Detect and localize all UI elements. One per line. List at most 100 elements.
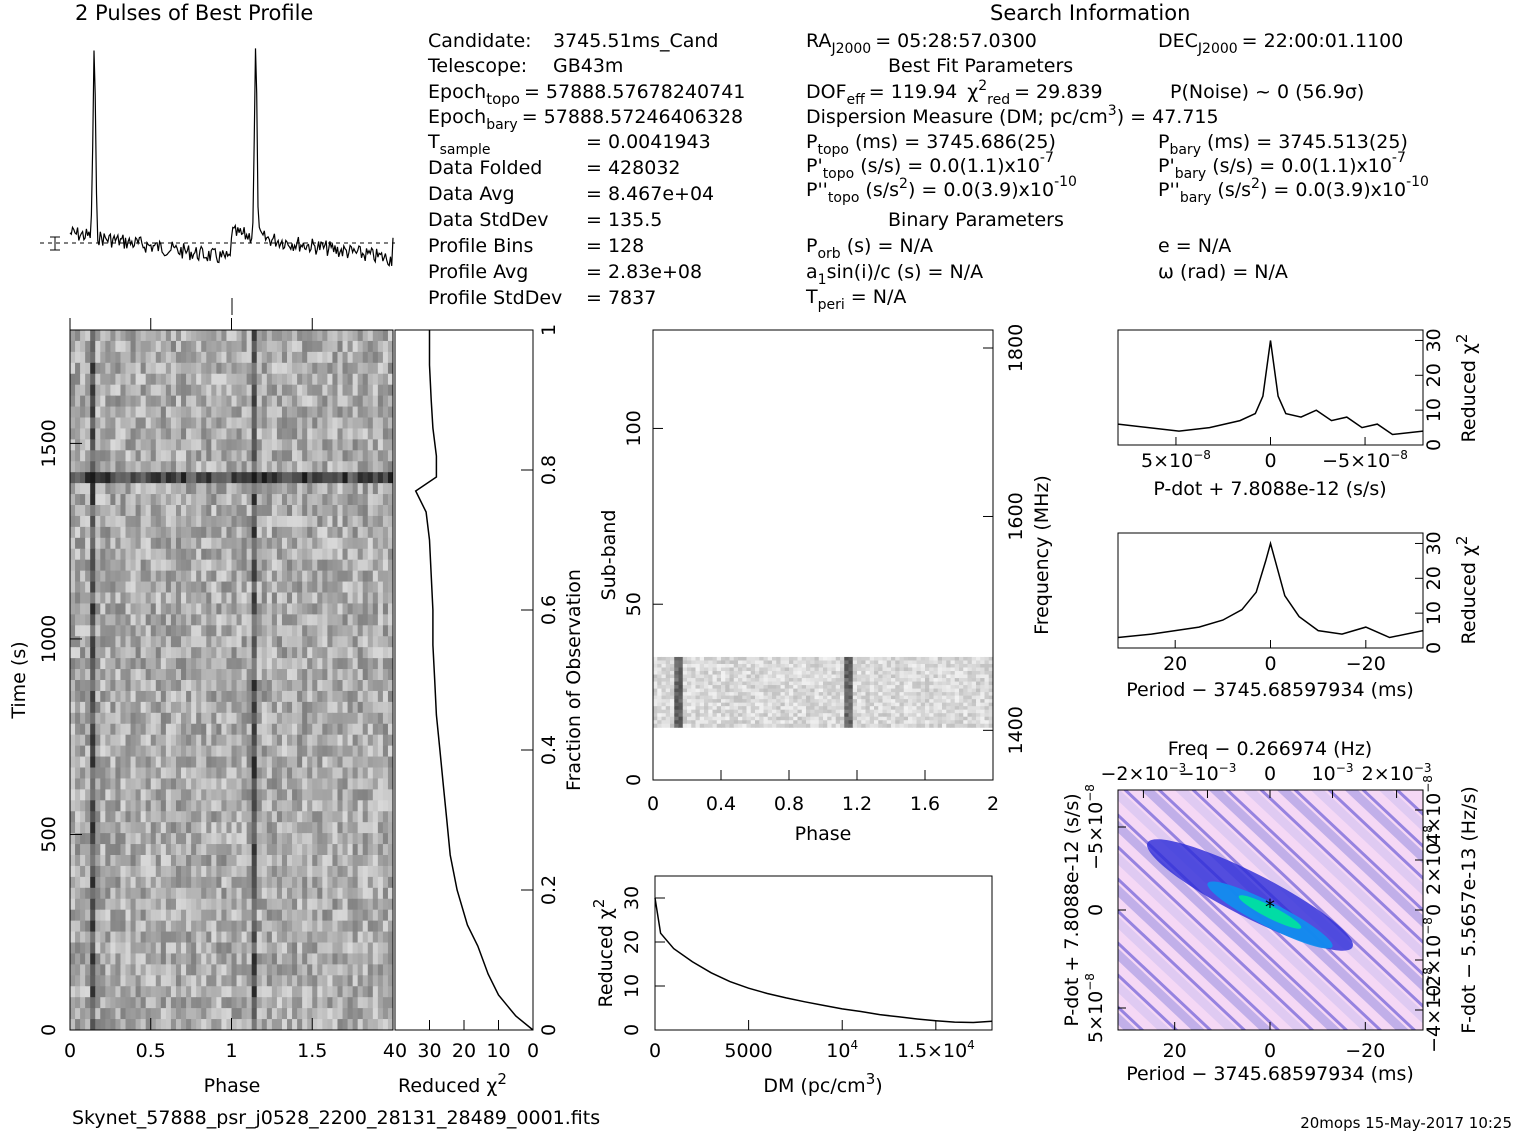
heatmap-cell <box>100 898 106 911</box>
heatmap-cell <box>140 362 147 375</box>
heatmap-cell <box>75 800 81 812</box>
heatmap-cell <box>145 526 152 539</box>
subband-cell <box>742 674 747 679</box>
heatmap-cell <box>236 997 243 1009</box>
heatmap-cell <box>246 406 253 419</box>
subband-cell <box>767 678 773 683</box>
heatmap-cell <box>160 614 167 626</box>
heatmap-cell <box>246 701 253 714</box>
heatmap-cell <box>241 734 248 747</box>
heatmap-cell <box>95 1019 101 1030</box>
heatmap-cell <box>145 822 152 834</box>
heatmap-cell <box>251 647 258 659</box>
heatmap-cell <box>251 592 258 605</box>
heatmap-cell <box>181 526 187 539</box>
subband-cell <box>738 688 743 693</box>
heatmap-cell <box>317 625 323 637</box>
heatmap-cell <box>362 417 369 430</box>
heatmap-cell <box>70 712 76 725</box>
heatmap-cell <box>382 723 389 736</box>
heatmap-cell <box>105 931 111 944</box>
heatmap-cell <box>110 898 117 911</box>
heatmap-cell <box>145 406 152 419</box>
heatmap-cell <box>236 767 243 780</box>
heatmap-cell <box>332 340 339 353</box>
heatmap-cell <box>287 909 293 922</box>
heatmap-cell <box>307 855 313 867</box>
heatmap-cell <box>342 865 349 878</box>
heatmap-cell <box>75 997 81 1009</box>
subband-cell <box>653 656 658 661</box>
heatmap-cell <box>241 986 248 998</box>
heatmap-cell <box>181 822 187 834</box>
heatmap-cell <box>145 898 152 911</box>
heatmap-cell <box>297 625 303 637</box>
heatmap-cell <box>266 428 273 440</box>
heatmap-cell <box>206 811 212 823</box>
heatmap-cell <box>145 778 152 790</box>
subband-cell <box>797 688 803 693</box>
heatmap-cell <box>160 417 167 430</box>
heatmap-cell <box>287 439 293 451</box>
heatmap-cell <box>246 505 253 517</box>
subband-cell <box>959 681 964 686</box>
heatmap-cell <box>175 767 182 780</box>
heatmap-cell <box>155 778 162 790</box>
heatmap-cell <box>145 712 152 725</box>
heatmap-cell <box>80 494 86 506</box>
heatmap-cell <box>170 745 177 758</box>
heatmap-cell <box>322 865 328 878</box>
heatmap-cell <box>236 833 243 845</box>
heatmap-cell <box>327 658 334 670</box>
heatmap-cell <box>302 472 308 484</box>
heatmap-cell <box>95 537 101 550</box>
heatmap-cell <box>155 330 162 342</box>
heatmap-cell <box>105 330 111 342</box>
subband-cell <box>869 660 875 665</box>
heatmap-cell <box>266 887 273 900</box>
heatmap-cell <box>231 581 238 594</box>
heatmap-cell <box>120 658 127 670</box>
heatmap-cell <box>322 384 328 397</box>
heatmap-cell <box>221 603 228 615</box>
subband-cell <box>763 681 769 686</box>
subband-cell <box>895 685 900 690</box>
subband-cell <box>810 674 815 679</box>
heatmap-cell <box>287 953 293 965</box>
heatmap-cell <box>75 417 81 430</box>
heatmap-cell <box>85 592 91 605</box>
heatmap-cell <box>352 636 359 648</box>
heatmap-cell <box>175 811 182 823</box>
heatmap-cell <box>181 472 187 484</box>
heatmap-cell <box>246 931 253 944</box>
heatmap-cell <box>160 876 167 889</box>
heatmap-cell <box>332 811 339 823</box>
heatmap-cell <box>125 384 132 397</box>
subband-cell <box>878 681 883 686</box>
subband-cell <box>691 678 696 683</box>
heatmap-cell <box>317 734 323 747</box>
heatmap-cell <box>206 756 212 769</box>
heatmap-cell <box>327 920 334 933</box>
heatmap-cell <box>145 909 152 922</box>
heatmap-cell <box>120 330 127 342</box>
heatmap-cell <box>201 865 207 878</box>
heatmap-cell <box>251 1019 258 1030</box>
heatmap-cell <box>342 362 349 375</box>
heatmap-cell <box>226 745 233 758</box>
heatmap-cell <box>130 909 137 922</box>
heatmap-cell <box>145 986 152 998</box>
heatmap-cell <box>115 887 122 900</box>
heatmap-cell <box>372 723 379 736</box>
heatmap-cell <box>196 461 202 473</box>
heatmap-cell <box>120 887 127 900</box>
subband-cell <box>946 656 951 661</box>
heatmap-cell <box>292 964 298 976</box>
heatmap-cell <box>327 942 334 955</box>
heatmap-cell <box>337 592 344 605</box>
subband-cell <box>988 656 993 661</box>
heatmap-cell <box>312 592 318 605</box>
heatmap-cell <box>70 887 76 900</box>
heatmap-cell <box>362 942 369 955</box>
heatmap-cell <box>75 395 81 408</box>
